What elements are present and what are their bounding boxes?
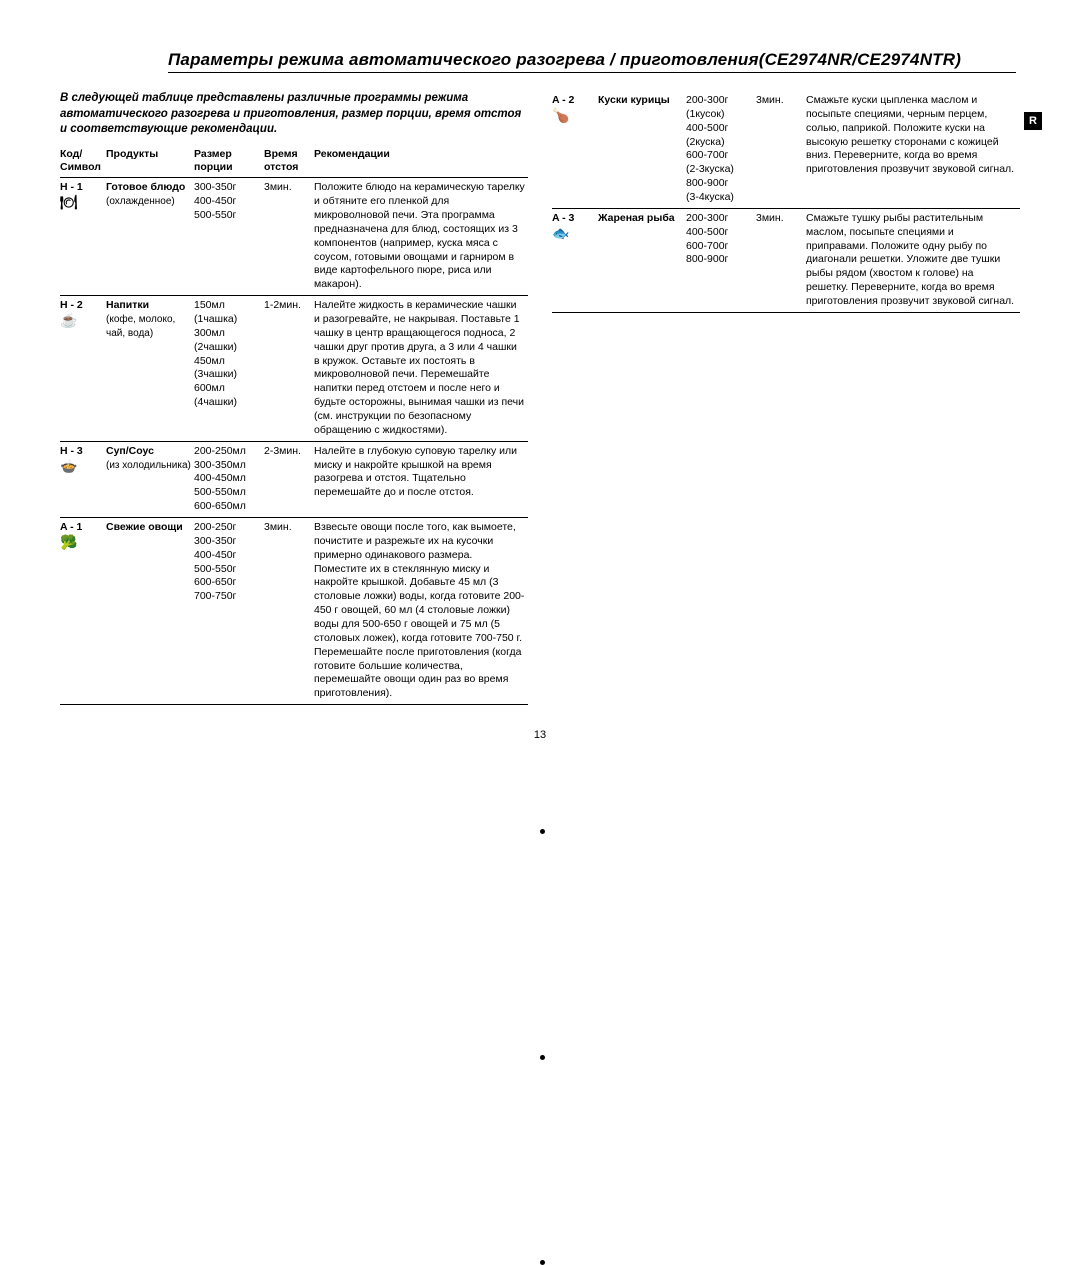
cell-size: 200-300г 400-500г 600-700г 800-900г [686, 208, 756, 312]
cell-code: A - 3🐟 [552, 208, 598, 312]
mode-icon: ☕ [60, 313, 103, 327]
cell-size: 300-350г 400-450г 500-550г [194, 178, 264, 296]
cell-time: 1-2мин. [264, 296, 314, 442]
cell-product: Жареная рыба [598, 208, 686, 312]
th-product: Продукты [106, 146, 194, 178]
cell-product: Куски курицы [598, 91, 686, 208]
cell-recommendation: Налейте жидкость в керамические чашки и … [314, 296, 528, 442]
cell-size: 150мл (1чашка) 300мл (2чашки) 450мл (3ча… [194, 296, 264, 442]
side-tab: R [1024, 112, 1042, 130]
cell-recommendation: Налейте в глубокую суповую тарелку или м… [314, 441, 528, 517]
left-column: В следующей таблице представлены различн… [60, 91, 528, 705]
th-time: Время отстоя [264, 146, 314, 178]
title-rule: Параметры режима автоматического разогре… [168, 50, 1016, 73]
mode-icon: 🐟 [552, 226, 595, 240]
mode-icon: 🥦 [60, 535, 103, 549]
table-row: A - 2🍗Куски курицы200-300г (1кусок) 400-… [552, 91, 1020, 208]
cell-time: 3мин. [756, 208, 806, 312]
manual-page: Параметры режима автоматического разогре… [0, 0, 1080, 763]
cell-product: Напитки(кофе, молоко, чай, вода) [106, 296, 194, 442]
cell-size: 200-300г (1кусок) 400-500г (2куска) 600-… [686, 91, 756, 208]
cell-code: A - 2🍗 [552, 91, 598, 208]
mode-icon: 🍗 [552, 108, 595, 122]
cell-product: Свежие овощи [106, 518, 194, 705]
cell-time: 3мин. [264, 518, 314, 705]
table-row: A - 3🐟Жареная рыба200-300г 400-500г 600-… [552, 208, 1020, 312]
mode-icon: 🍲 [60, 459, 103, 473]
cell-time: 3мин. [264, 178, 314, 296]
th-size: Размер порции [194, 146, 264, 178]
two-column-layout: В следующей таблице представлены различн… [60, 91, 1020, 705]
cell-recommendation: Смажьте тушку рыбы растительным маслом, … [806, 208, 1020, 312]
mode-icon: 🍽 [60, 195, 103, 209]
table-row: H - 2☕Напитки(кофе, молоко, чай, вода)15… [60, 296, 528, 442]
right-table: A - 2🍗Куски курицы200-300г (1кусок) 400-… [552, 91, 1020, 313]
th-code: Код/ Символ [60, 146, 106, 178]
cell-recommendation: Смажьте куски цыпленка маслом и посыпьте… [806, 91, 1020, 208]
cell-time: 3мин. [756, 91, 806, 208]
cell-recommendation: Взвесьте овощи после того, как вымоете, … [314, 518, 528, 705]
table-row: H - 3🍲Суп/Соус(из холодильника)200-250мл… [60, 441, 528, 517]
left-table: Код/ Символ Продукты Размер порции Время… [60, 146, 528, 706]
table-row: A - 1🥦Свежие овощи200-250г 300-350г 400-… [60, 518, 528, 705]
cell-time: 2-3мин. [264, 441, 314, 517]
right-column: A - 2🍗Куски курицы200-300г (1кусок) 400-… [552, 91, 1020, 705]
cell-code: A - 1🥦 [60, 518, 106, 705]
cell-size: 200-250мл 300-350мл 400-450мл 500-550мл … [194, 441, 264, 517]
th-rec: Рекомендации [314, 146, 528, 178]
intro-text: В следующей таблице представлены различн… [60, 91, 528, 138]
cell-code: H - 3🍲 [60, 441, 106, 517]
cell-size: 200-250г 300-350г 400-450г 500-550г 600-… [194, 518, 264, 705]
table-row: H - 1🍽Готовое блюдо(охлажденное)300-350г… [60, 178, 528, 296]
cell-product: Готовое блюдо(охлажденное) [106, 178, 194, 296]
page-number: 13 [0, 729, 1080, 741]
cell-code: H - 1🍽 [60, 178, 106, 296]
cell-code: H - 2☕ [60, 296, 106, 442]
page-title: Параметры режима автоматического разогре… [168, 50, 1016, 70]
cell-product: Суп/Соус(из холодильника) [106, 441, 194, 517]
cell-recommendation: Положите блюдо на керамическую тарелку и… [314, 178, 528, 296]
